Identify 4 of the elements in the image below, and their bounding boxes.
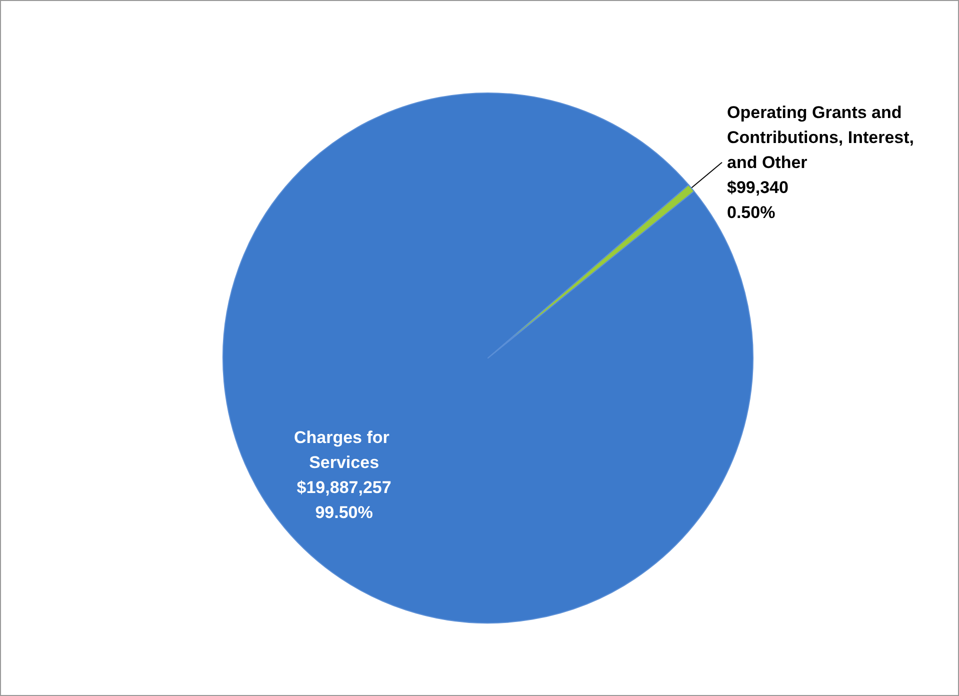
data-label: $99,340 0.50% — [727, 178, 788, 222]
slice-label: Charges for Services — [294, 428, 394, 472]
data-label: $19,887,257 99.50% — [296, 478, 392, 522]
slice-label: Operating Grants and Contributions, Interest, and Other — [727, 102, 924, 172]
